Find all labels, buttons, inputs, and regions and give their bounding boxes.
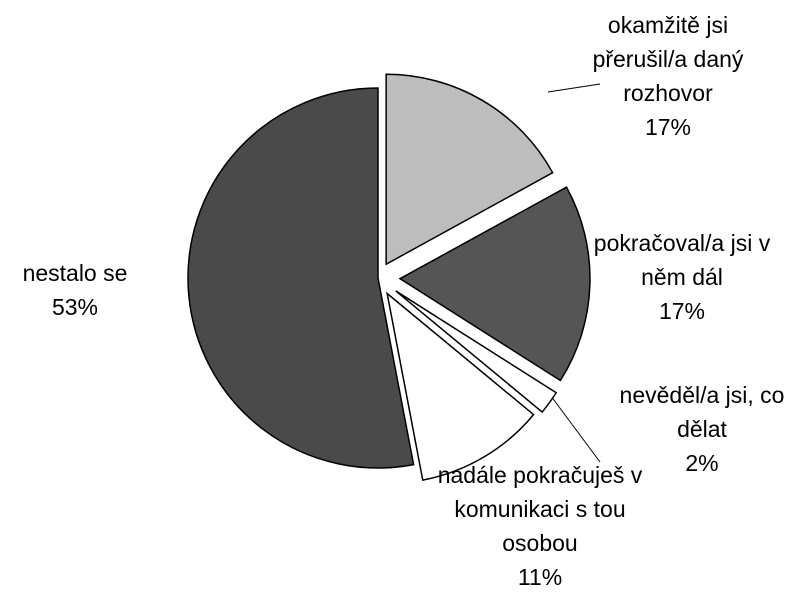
slice-label: pokračoval/a jsi v něm dál 17% (580, 226, 785, 328)
pie-slice (386, 291, 535, 482)
slice-label: nevěděl/a jsi, co dělat 2% (592, 378, 812, 480)
slice-label: okamžitě jsi přerušil/a daný rozhovor 17% (561, 8, 776, 144)
value-label: 2% (685, 450, 719, 476)
value-label: 11% (517, 564, 563, 590)
category-label: nadále pokračuješ v komunikaci s tou oso… (437, 462, 643, 556)
slice-label: nestalo se 53% (0, 256, 150, 324)
leader-line (547, 391, 601, 463)
leader-line (547, 83, 601, 93)
category-label: nevěděl/a jsi, co dělat (619, 382, 785, 442)
pie-slice (395, 290, 558, 414)
value-label: 17% (658, 298, 706, 324)
value-label: 53% (51, 294, 99, 320)
category-label: nestalo se (22, 260, 128, 286)
pie-slice (187, 87, 415, 469)
category-label: pokračoval/a jsi v něm dál (593, 230, 771, 290)
pie-slice (398, 186, 591, 382)
value-label: 17% (644, 114, 692, 140)
category-label: okamžitě jsi přerušil/a daný rozhovor (592, 12, 744, 106)
slice-label: nadále pokračuješ v komunikaci s tou oso… (433, 458, 648, 594)
pie-slice (385, 73, 554, 266)
